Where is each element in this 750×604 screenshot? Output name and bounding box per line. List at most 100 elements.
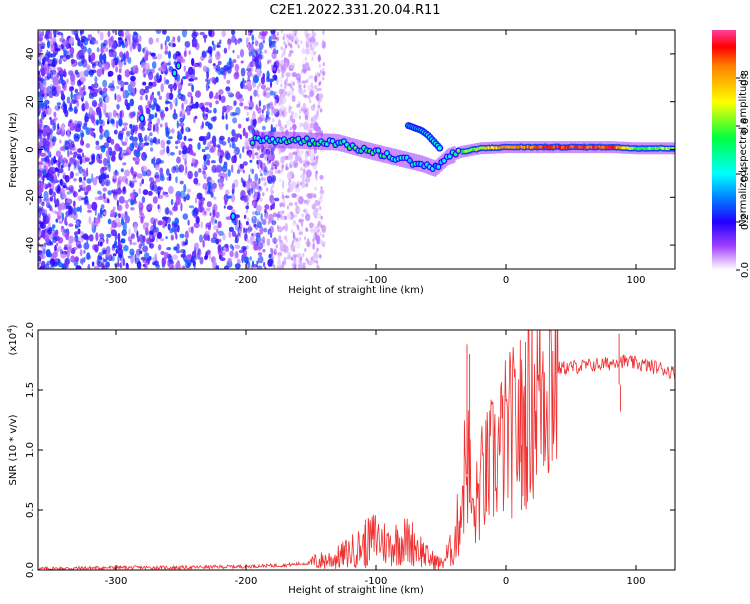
noise-cell [185,194,191,201]
noise-cell [60,202,66,211]
noise-cell [249,129,252,134]
noise-cell [130,128,134,136]
ridge-cell [576,145,580,149]
noise-cell [242,77,245,83]
noise-cell [262,249,266,253]
noise-cell [112,30,115,34]
noise-cell [292,248,296,253]
noise-cell [155,37,160,43]
noise-cell [147,190,153,196]
noise-cell [264,171,267,176]
noise-cell [148,37,154,45]
noise-cell [299,256,303,261]
noise-cell [166,145,170,154]
noise-cell [83,249,86,254]
noise-cell [294,32,297,37]
noise-cell [311,47,314,52]
noise-cell [69,119,73,124]
noise-cell [88,54,92,63]
noise-cell [84,157,90,162]
noise-cell [74,69,79,75]
noise-cell [260,36,266,40]
noise-cell [125,50,129,59]
noise-cell [113,51,117,56]
noise-cell [107,121,110,125]
noise-cell [268,36,272,44]
noise-cell [279,178,282,182]
noise-cell [110,229,117,237]
noise-cell [187,83,193,87]
noise-cell [107,198,110,204]
ridge-cell [536,146,539,149]
noise-cell [243,181,246,188]
noise-cell [40,252,44,259]
noise-cell [122,186,126,192]
noise-cell [214,115,217,121]
ridge-cell [586,146,589,150]
noise-cell [258,159,261,164]
ridge-cell [595,145,598,149]
ridge-cell [436,164,441,169]
noise-cell [154,174,160,179]
noise-cell [122,175,128,183]
noise-cell [83,69,89,77]
noise-cell [322,62,325,67]
noise-cell [91,201,98,211]
noise-cell [183,99,188,105]
noise-cell [240,177,243,183]
noise-cell [317,56,322,61]
noise-cell [44,99,50,105]
noise-cell [253,223,257,228]
noise-cell [300,70,304,74]
noise-cell [245,209,249,214]
noise-cell [203,210,207,215]
noise-cell [284,124,287,129]
noise-cell [285,238,288,244]
noise-cell [281,192,284,196]
noise-cell [276,78,279,86]
noise-cell [300,167,303,171]
noise-cell [245,221,249,226]
noise-cell [304,56,308,61]
spot-cell [231,213,235,219]
noise-cell [175,140,181,144]
noise-cell [80,38,86,43]
noise-cell [69,102,72,111]
noise-cell [63,68,67,78]
noise-cell [277,66,280,71]
noise-cell [139,96,143,101]
noise-cell [155,30,162,34]
noise-cell [112,109,117,118]
noise-cell [164,100,171,104]
noise-cell [203,154,207,161]
noise-cell [258,100,262,107]
noise-cell [59,68,64,77]
ridge-cell [590,145,594,149]
noise-cell [51,64,56,68]
ridge-cell [472,147,475,151]
noise-cell [118,196,125,204]
noise-cell [252,61,256,67]
spectrogram-xlabel: Height of straight line (km) [288,285,424,296]
noise-cell [228,105,233,111]
noise-cell [270,33,273,38]
noise-cell [273,264,276,269]
noise-cell [223,246,227,253]
noise-cell [274,99,277,104]
noise-cell [142,235,146,243]
noise-cell [102,87,108,93]
noise-cell [153,97,157,106]
noise-cell [173,246,178,251]
noise-cell [69,53,74,59]
ridge-cell [529,146,533,149]
noise-cell [254,241,258,245]
y-tick-label: -20 [25,189,36,205]
ridge-cell [469,148,472,152]
noise-cell [86,235,90,240]
noise-cell [154,180,157,186]
noise-cell [260,84,266,90]
noise-cell [309,122,314,129]
noise-cell [183,196,187,202]
noise-cell [296,103,299,108]
noise-cell [306,259,310,264]
